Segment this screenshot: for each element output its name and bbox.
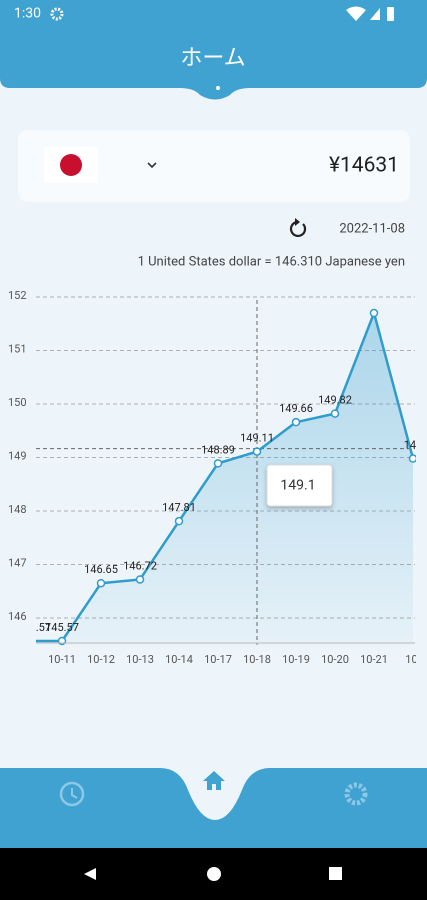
history-icon[interactable] <box>59 781 85 807</box>
y-tick-label: 146 <box>8 610 27 623</box>
signal-icon <box>370 8 380 20</box>
y-tick-label: 151 <box>8 342 27 355</box>
point <box>291 417 301 427</box>
point <box>213 459 223 468</box>
chart: 1461471481491501511527145.570145.5710-11… <box>8 289 423 666</box>
value-label: 148 <box>404 438 423 451</box>
x-tick-label: 10-19 <box>282 653 310 666</box>
amount: ¥14631 <box>329 154 399 178</box>
x-tick-label: 10-13 <box>126 653 154 666</box>
refresh-arrow <box>295 218 300 226</box>
date: 2022-11-08 <box>339 221 405 236</box>
x-tick-label: 10- <box>405 653 420 666</box>
value-label: 149.11 <box>240 432 274 445</box>
plot: 7145.570145.5710-11146.6510-12146.7210-1… <box>11 300 423 666</box>
x-tick-label: 10-11 <box>48 653 76 666</box>
area <box>36 313 413 645</box>
home-sys-button[interactable] <box>207 867 221 881</box>
point <box>330 409 340 418</box>
value-label: 147.81 <box>162 501 196 514</box>
settings-icon[interactable] <box>344 782 368 806</box>
point <box>174 516 184 526</box>
battery-icon <box>387 7 394 21</box>
tooltip-box <box>266 464 333 507</box>
value-label: 146.65 <box>84 563 118 576</box>
value-label: 145.57 <box>45 621 79 634</box>
recents-button[interactable] <box>329 867 342 880</box>
x-tick-label: 10-18 <box>243 653 271 666</box>
y-tick-label: 147 <box>8 556 27 569</box>
point <box>408 454 416 463</box>
y-tick-label: 148 <box>8 503 27 516</box>
app-bar <box>0 0 427 100</box>
rate: 1 United States dollar = 146.310 Japanes… <box>138 254 405 269</box>
flag-sun <box>60 154 82 176</box>
back-button[interactable] <box>84 868 96 880</box>
wifi-icon <box>346 6 366 21</box>
value-label: 149.66 <box>279 402 313 415</box>
value-label: 7145.57 <box>11 621 51 634</box>
converter-card <box>18 130 410 202</box>
y-tick-label: 150 <box>8 396 27 409</box>
dropdown-chevron[interactable] <box>147 162 157 169</box>
x-tick-label: 10-14 <box>165 653 193 666</box>
value-label: 149.82 <box>318 394 352 407</box>
x-tick-label: 10-17 <box>204 653 232 666</box>
home-icon <box>203 771 225 790</box>
x-tick-label: 10-20 <box>321 653 349 666</box>
history-hands <box>71 788 78 799</box>
indicator <box>216 86 220 90</box>
x-tick-label: 10-12 <box>87 653 115 666</box>
x-tick-label: 10-21 <box>360 653 388 666</box>
header-title: ホーム <box>180 46 245 71</box>
settings-status-icon <box>50 7 64 21</box>
point <box>96 578 106 588</box>
y-tick-label: 149 <box>8 449 27 462</box>
bottom-nav <box>0 768 427 848</box>
point <box>369 308 379 318</box>
value-label: 146.72 <box>123 559 157 572</box>
tooltip: 149.1 <box>280 478 315 494</box>
refresh-icon[interactable] <box>290 220 307 237</box>
point <box>252 447 262 456</box>
value-label: 148.89 <box>201 443 235 456</box>
y-tick-label: 152 <box>8 289 27 302</box>
point <box>135 575 145 584</box>
status-time: 1:30 <box>14 6 41 22</box>
